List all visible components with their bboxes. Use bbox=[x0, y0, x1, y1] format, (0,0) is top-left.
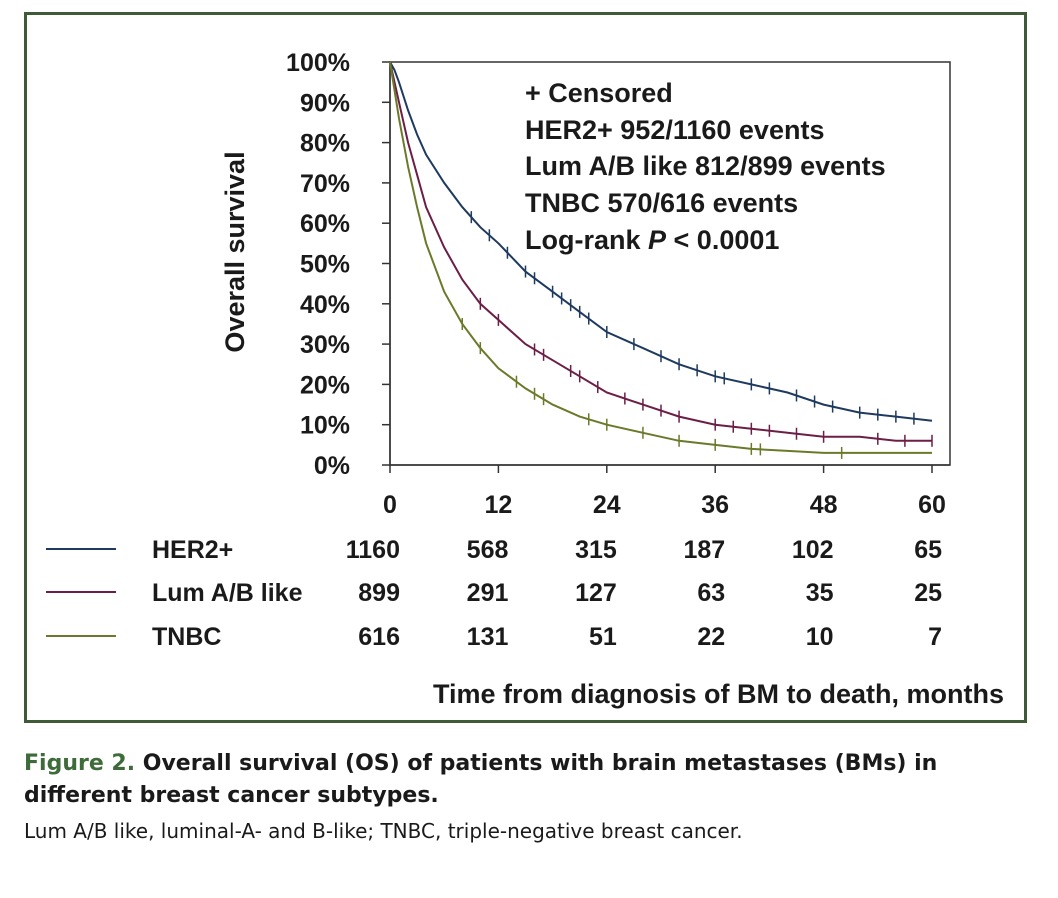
her2-at-risk-count: 1160 bbox=[346, 536, 400, 564]
x-tick-label: 48 bbox=[810, 491, 838, 519]
annotation-logrank: Log-rank P < 0.0001 bbox=[525, 225, 779, 255]
survival-chart: 100% 90% 80% 70% 60% 50% 40% 30% 20% 10% 0% 0 12 24 3… bbox=[46, 49, 1004, 709]
lum-legend-label: Lum A/B like bbox=[152, 579, 303, 607]
x-ticks: 0 12 24 36 48 60 bbox=[383, 465, 946, 519]
tnbc-at-risk-count: 10 bbox=[806, 623, 834, 651]
lum-at-risk-count: 291 bbox=[467, 579, 509, 607]
lum-at-risk-count: 899 bbox=[358, 579, 400, 607]
annotation-lum-events: Lum A/B like 812/899 events bbox=[525, 151, 886, 181]
lum-at-risk-count: 25 bbox=[914, 579, 942, 607]
caption-title-text: Overall survival (OS) of patients with b… bbox=[24, 751, 938, 808]
y-tick-label: 60% bbox=[300, 210, 350, 238]
y-tick-label: 70% bbox=[300, 170, 350, 198]
x-axis-label: Time from diagnosis of BM to death, mont… bbox=[433, 679, 1004, 709]
her2-at-risk-count: 315 bbox=[575, 536, 617, 564]
her2-legend-label: HER2+ bbox=[152, 536, 233, 564]
y-tick-label: 20% bbox=[300, 371, 350, 399]
tnbc-at-risk-count: 7 bbox=[928, 623, 942, 651]
her2-at-risk-count: 568 bbox=[467, 536, 509, 564]
y-tick-label: 80% bbox=[300, 130, 350, 158]
y-tick-label: 50% bbox=[300, 251, 350, 279]
logrank-suffix: < 0.0001 bbox=[666, 225, 779, 255]
y-tick-label: 0% bbox=[314, 452, 350, 480]
lum-at-risk-count: 35 bbox=[806, 579, 834, 607]
her2-at-risk-count: 102 bbox=[792, 536, 834, 564]
figure-label: Figure 2. bbox=[24, 751, 136, 776]
tnbc-at-risk-count: 22 bbox=[697, 623, 725, 651]
annotation-her2-events: HER2+ 952/1160 events bbox=[525, 115, 824, 145]
tnbc-at-risk-count: 51 bbox=[589, 623, 617, 651]
lum-at-risk-count: 63 bbox=[697, 579, 725, 607]
lum-survival-curve bbox=[389, 61, 932, 442]
x-tick-label: 60 bbox=[918, 491, 946, 519]
y-tick-label: 30% bbox=[300, 331, 350, 359]
x-tick-label: 12 bbox=[484, 491, 512, 519]
x-tick-label: 0 bbox=[383, 491, 397, 519]
x-tick-label: 36 bbox=[701, 491, 729, 519]
tnbc-legend-label: TNBC bbox=[152, 623, 221, 651]
annotation-tnbc-events: TNBC 570/616 events bbox=[525, 188, 798, 218]
survival-curves bbox=[389, 61, 933, 459]
y-tick-label: 40% bbox=[300, 291, 350, 319]
annotation-censored: + Censored bbox=[525, 78, 673, 108]
y-tick-label: 100% bbox=[286, 49, 350, 77]
logrank-prefix: Log-rank bbox=[525, 225, 648, 255]
y-tick-label: 90% bbox=[300, 89, 350, 117]
caption-title: Figure 2. Overall survival (OS) of patie… bbox=[24, 748, 1034, 812]
risk-table: HER2+ 1160 568 315 187 102 65 Lum A/B like 899 29… bbox=[46, 536, 942, 651]
her2-at-risk-count: 187 bbox=[683, 536, 725, 564]
y-ticks: 100% 90% 80% 70% 60% 50% 40% 30% 20% 10% 0% bbox=[286, 49, 390, 480]
tnbc-survival-curve bbox=[389, 61, 932, 454]
x-tick-label: 24 bbox=[593, 491, 621, 519]
her2-at-risk-count: 65 bbox=[914, 536, 942, 564]
tnbc-at-risk-count: 131 bbox=[467, 623, 509, 651]
figure-caption: Figure 2. Overall survival (OS) of patie… bbox=[24, 748, 1034, 846]
tnbc-at-risk-count: 616 bbox=[358, 623, 400, 651]
caption-note: Lum A/B like, luminal-A- and B-like; TNB… bbox=[24, 819, 743, 843]
y-tick-label: 10% bbox=[300, 412, 350, 440]
figure-frame bbox=[24, 12, 1027, 723]
logrank-p: P bbox=[648, 225, 667, 255]
lum-at-risk-count: 127 bbox=[575, 579, 617, 607]
y-axis-label: Overall survival bbox=[220, 151, 250, 352]
